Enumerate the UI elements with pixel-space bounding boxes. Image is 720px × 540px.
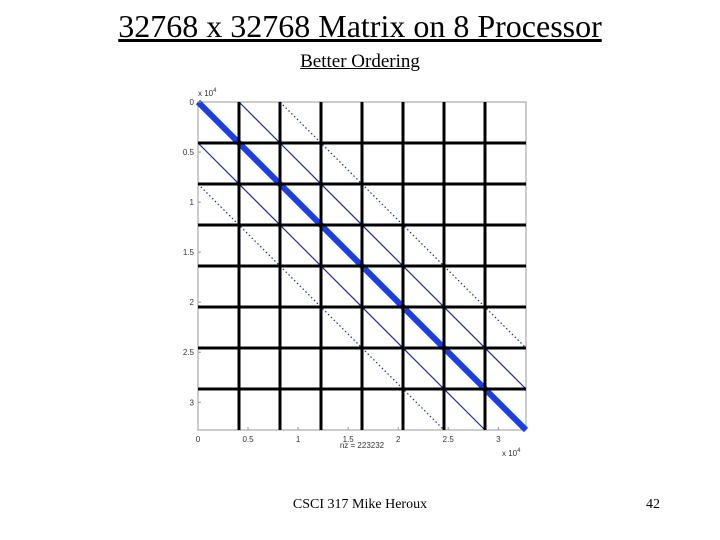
- y-tick-label-1: 0.5: [183, 148, 195, 157]
- slide-subtitle: Better Ordering: [300, 51, 420, 72]
- x-exponent-base: x 10: [502, 449, 518, 458]
- nonzero-count-label: nz = 223232: [340, 441, 385, 450]
- y-tick-label-5: 2.5: [183, 348, 195, 357]
- slide-footer: CSCI 317 Mike Heroux: [292, 497, 428, 512]
- x-tick-label-6: 3: [496, 435, 501, 444]
- slide-title: 32768 x 32768 Matrix on 8 Processor: [118, 8, 602, 44]
- page-number: 42: [646, 497, 660, 512]
- x-axis-ticks: 0 0.5 1 1.5 2 2.5 3: [196, 427, 501, 444]
- processor-partition-grid: [198, 102, 526, 430]
- x-tick-label-3: 1.5: [343, 435, 355, 444]
- x-tick-label-2: 1: [296, 435, 301, 444]
- diagonal-band-1: [238, 101, 527, 390]
- y-tick-label-6: 3: [190, 398, 195, 407]
- x-tick-label-5: 2.5: [443, 435, 455, 444]
- y-axis-exponent: x 104: [198, 88, 217, 98]
- x-axis-exponent: x 104: [502, 448, 521, 458]
- y-tick-label-2: 1: [190, 198, 195, 207]
- y-exponent-power: 4: [213, 88, 217, 94]
- y-tick-label-4: 2: [190, 298, 195, 307]
- y-exponent-base: x 10: [198, 89, 214, 98]
- diagonal-band-2: [197, 142, 486, 431]
- y-tick-label-3: 1.5: [183, 248, 195, 257]
- sparsity-pattern-figure: 0 0.5 1 1.5 2 2.5 3 00.511.522.53 x 104 x 104 …: [183, 88, 529, 458]
- x-tick-label-0: 0: [196, 435, 201, 444]
- y-tick-label-0: 0: [190, 98, 195, 107]
- y-axis-ticks: 0 0.5 1 1.5 2 2.5 3: [183, 98, 201, 407]
- x-tick-label-4: 2: [396, 435, 401, 444]
- x-exponent-power: 4: [517, 448, 521, 454]
- x-tick-label-1: 0.5: [242, 435, 254, 444]
